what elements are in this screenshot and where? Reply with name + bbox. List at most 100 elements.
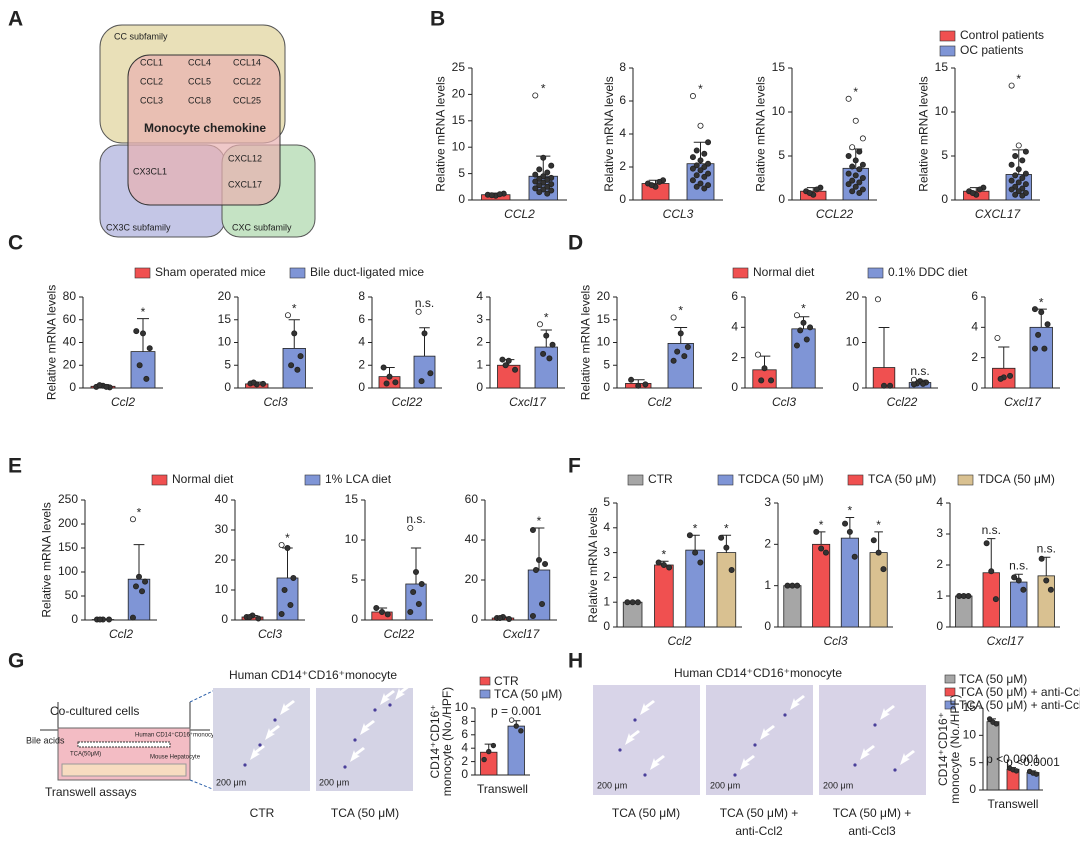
data-point — [635, 382, 642, 389]
data-point — [822, 549, 829, 556]
data-point — [1020, 586, 1027, 593]
x-axis-label: Cxcl17 — [503, 627, 541, 641]
scale-label: 200 μm — [823, 780, 853, 790]
x-axis-label: Transwell — [988, 797, 1039, 811]
data-point — [634, 599, 641, 606]
data-point — [797, 327, 804, 334]
data-point — [768, 377, 775, 384]
arrow — [790, 695, 805, 710]
y-axis-label: CD14⁺CD16⁺ — [428, 704, 442, 778]
data-point — [697, 122, 704, 129]
data-point — [96, 382, 103, 389]
data-point — [754, 351, 761, 358]
scale-label: 200 μm — [319, 777, 349, 787]
y-tick-label: 5 — [224, 357, 231, 371]
annotation: p = 0.001 — [491, 704, 542, 718]
data-point — [290, 575, 297, 582]
annotation: * — [876, 518, 881, 532]
y-tick-label: 10 — [215, 582, 229, 596]
bar — [654, 564, 674, 628]
data-point — [284, 312, 291, 319]
panel-label: A — [8, 8, 23, 31]
panel-label: D — [568, 232, 583, 255]
data-point — [378, 609, 385, 616]
y-axis-label: CD14⁺CD16⁺ — [936, 712, 950, 786]
y-tick-label: 10 — [455, 700, 469, 714]
y-tick-label: 3 — [476, 312, 483, 326]
scheme-label: Mouse Hepatocyte — [150, 755, 201, 761]
annotation: * — [544, 310, 549, 324]
annotation: n.s. — [910, 364, 929, 378]
panel-label: G — [8, 650, 24, 673]
panel-label: F — [568, 455, 581, 478]
arrow — [740, 755, 755, 770]
legend-swatch — [944, 700, 956, 710]
data-point — [1031, 345, 1038, 352]
x-axis-label: CCL3 — [663, 207, 694, 221]
data-point — [255, 615, 262, 622]
data-point — [418, 378, 425, 385]
data-point — [246, 614, 253, 621]
y-tick-label: 100 — [58, 564, 78, 578]
data-point — [994, 334, 1001, 341]
data-point — [540, 350, 547, 357]
data-point — [705, 139, 712, 146]
data-point — [813, 186, 820, 193]
y-axis-label: Relative mRNA levels — [754, 76, 768, 191]
y-tick-label: 20 — [452, 87, 466, 101]
y-tick-label: 0 — [764, 619, 771, 633]
set-title: CXC subfamily — [232, 222, 292, 232]
y-tick-label: 50 — [65, 588, 79, 602]
data-point — [1044, 321, 1051, 328]
data-point — [1012, 152, 1019, 159]
y-tick-label: 4 — [461, 740, 468, 754]
data-point — [278, 611, 285, 618]
x-axis-label: Ccl2 — [109, 627, 133, 641]
cell — [353, 738, 357, 742]
data-point — [803, 336, 810, 343]
legend-swatch — [479, 676, 491, 686]
data-point — [656, 178, 663, 185]
y-tick-label: 5 — [351, 572, 358, 586]
legend-swatch — [847, 474, 864, 486]
member: CCL8 — [188, 95, 211, 105]
member: CXCL17 — [228, 179, 262, 189]
membrane — [77, 741, 171, 748]
data-point — [758, 377, 765, 384]
data-point — [518, 728, 524, 734]
bar — [791, 328, 816, 389]
member: CCL25 — [233, 95, 261, 105]
cell — [753, 743, 757, 747]
data-point — [789, 582, 796, 589]
data-point — [546, 355, 553, 362]
data-point — [677, 330, 684, 337]
y-tick-label: 25 — [452, 60, 466, 74]
arrow — [350, 747, 365, 762]
data-point — [852, 172, 859, 179]
data-point — [103, 383, 110, 390]
data-point — [1013, 768, 1020, 774]
y-tick-label: 4 — [731, 320, 738, 334]
annotation: * — [285, 531, 290, 545]
cell — [243, 763, 247, 767]
data-point — [849, 188, 856, 195]
data-point — [920, 380, 927, 387]
micrograph — [819, 685, 926, 795]
y-tick-label: 2 — [764, 537, 771, 551]
cell — [733, 773, 737, 777]
data-point — [1011, 574, 1018, 581]
image-title: Human CD14⁺CD16⁺monocyte — [229, 668, 397, 682]
data-point — [549, 341, 556, 348]
data-point — [496, 191, 503, 198]
data-point — [1031, 306, 1038, 313]
y-tick-label: 20 — [215, 552, 229, 566]
annotation: p <0.0001 — [986, 752, 1040, 766]
data-point — [1012, 191, 1019, 198]
data-point — [874, 296, 881, 303]
y-tick-label: 0 — [224, 380, 231, 394]
annotation: * — [137, 505, 142, 519]
data-point — [1008, 177, 1015, 184]
y-tick-label: 5 — [603, 357, 610, 371]
y-tick-label: 0 — [941, 192, 948, 206]
legend-swatch — [304, 474, 321, 486]
